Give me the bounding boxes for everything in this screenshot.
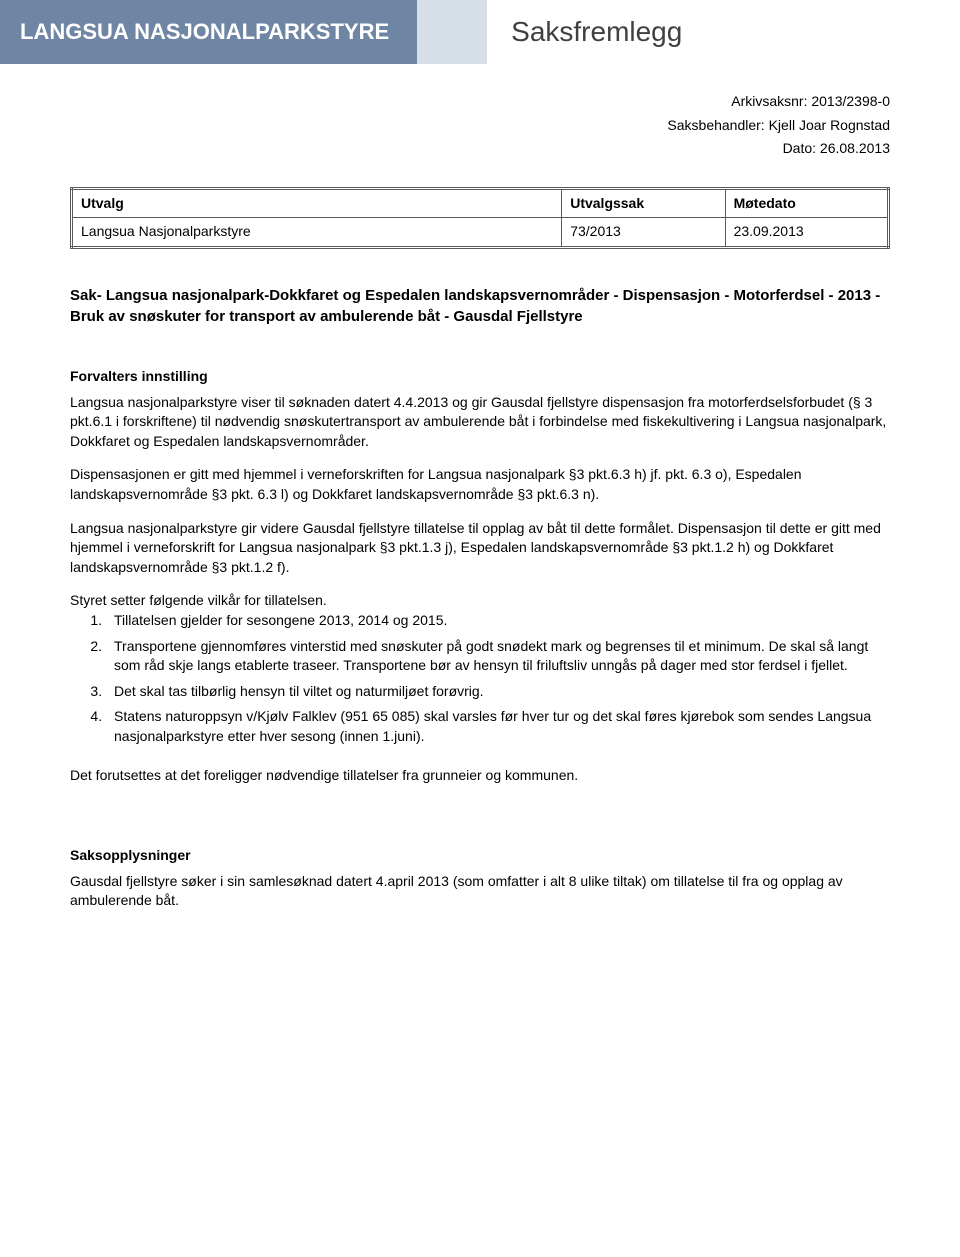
forutsetning: Det forutsettes at det foreligger nødven…: [70, 766, 890, 786]
org-name: LANGSUA NASJONALPARKSTYRE: [0, 0, 417, 64]
arkiv-value: 2013/2398-0: [811, 93, 890, 109]
table-row: Langsua Nasjonalparkstyre 73/2013 23.09.…: [72, 218, 889, 248]
arkiv-label: Arkivsaksnr:: [731, 93, 807, 109]
saksbeh-line: Saksbehandler: Kjell Joar Rognstad: [70, 116, 890, 136]
td-dato: 23.09.2013: [725, 218, 888, 248]
utvalg-table: Utvalg Utvalgssak Møtedato Langsua Nasjo…: [70, 187, 890, 249]
header-bar: LANGSUA NASJONALPARKSTYRE Saksfremlegg: [0, 0, 960, 64]
dato-label: Dato:: [783, 140, 816, 156]
doc-type-text: Saksfremlegg: [511, 12, 682, 51]
vilkar-item: Statens naturoppsyn v/Kjølv Falklev (951…: [106, 707, 890, 746]
arkiv-line: Arkivsaksnr: 2013/2398-0: [70, 92, 890, 112]
td-utvalg: Langsua Nasjonalparkstyre: [72, 218, 562, 248]
sak-title: Sak- Langsua nasjonalpark-Dokkfaret og E…: [70, 285, 890, 327]
saksbeh-value: Kjell Joar Rognstad: [769, 117, 890, 133]
dato-value: 26.08.2013: [820, 140, 890, 156]
td-sak: 73/2013: [562, 218, 725, 248]
innstilling-p1: Langsua nasjonalparkstyre viser til søkn…: [70, 393, 890, 452]
innstilling-p3: Langsua nasjonalparkstyre gir videre Gau…: [70, 519, 890, 578]
dato-line: Dato: 26.08.2013: [70, 139, 890, 159]
th-utvalg: Utvalg: [72, 188, 562, 218]
meta-block: Arkivsaksnr: 2013/2398-0 Saksbehandler: …: [70, 92, 890, 159]
vilkar-intro: Styret setter følgende vilkår for tillat…: [70, 591, 890, 611]
saksbeh-label: Saksbehandler:: [667, 117, 764, 133]
vilkar-item: Det skal tas tilbørlig hensyn til viltet…: [106, 682, 890, 702]
vilkar-item: Transportene gjennomføres vinterstid med…: [106, 637, 890, 676]
th-dato: Møtedato: [725, 188, 888, 218]
header-accent: [417, 0, 487, 64]
doc-type: Saksfremlegg: [487, 0, 960, 64]
innstilling-p2: Dispensasjonen er gitt med hjemmel i ver…: [70, 465, 890, 504]
org-name-text: LANGSUA NASJONALPARKSTYRE: [20, 17, 389, 48]
saksopplysninger-heading: Saksopplysninger: [70, 846, 890, 866]
innstilling-heading: Forvalters innstilling: [70, 367, 890, 387]
document-content: Arkivsaksnr: 2013/2398-0 Saksbehandler: …: [0, 64, 960, 965]
th-sak: Utvalgssak: [562, 188, 725, 218]
table-header-row: Utvalg Utvalgssak Møtedato: [72, 188, 889, 218]
vilkar-list: Tillatelsen gjelder for sesongene 2013, …: [106, 611, 890, 747]
vilkar-item: Tillatelsen gjelder for sesongene 2013, …: [106, 611, 890, 631]
saksopplysninger-p1: Gausdal fjellstyre søker i sin samlesøkn…: [70, 872, 890, 911]
